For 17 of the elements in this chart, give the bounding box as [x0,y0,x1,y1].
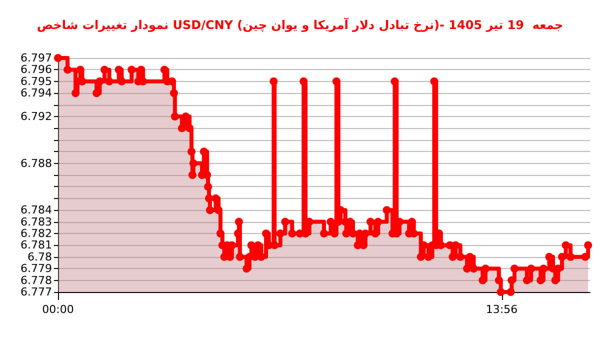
y-tick-label: 6.78 [28,250,52,264]
y-tick-label: 6.795 [20,74,52,88]
y-tick-label: 6.784 [20,204,52,217]
chart-title: نمودار تغییرات شاخص USD/CNY (نرخ تبادل دلار آمریکا و یوان چین)- جمعه 19 تیر 1405 [36,17,564,32]
y-tick-label: 6.779 [20,262,52,276]
y-tick-label: 6.781 [20,238,52,252]
y-tick-label: 6.788 [20,156,52,170]
y-tick-label: 6.794 [20,86,52,100]
y-tick-label: 6.777 [20,286,52,298]
y-tick-label: 6.782 [20,227,52,240]
y-tick-label: 6.796 [20,63,52,76]
x-tick-label: 00:00 [42,303,74,316]
x-tick-label: 13:56 [486,303,518,316]
y-tick-label: 6.783 [20,215,52,228]
y-tick-label: 6.778 [20,274,52,287]
y-tick-label: 6.797 [20,52,52,64]
y-tick-label: 6.792 [20,110,52,123]
